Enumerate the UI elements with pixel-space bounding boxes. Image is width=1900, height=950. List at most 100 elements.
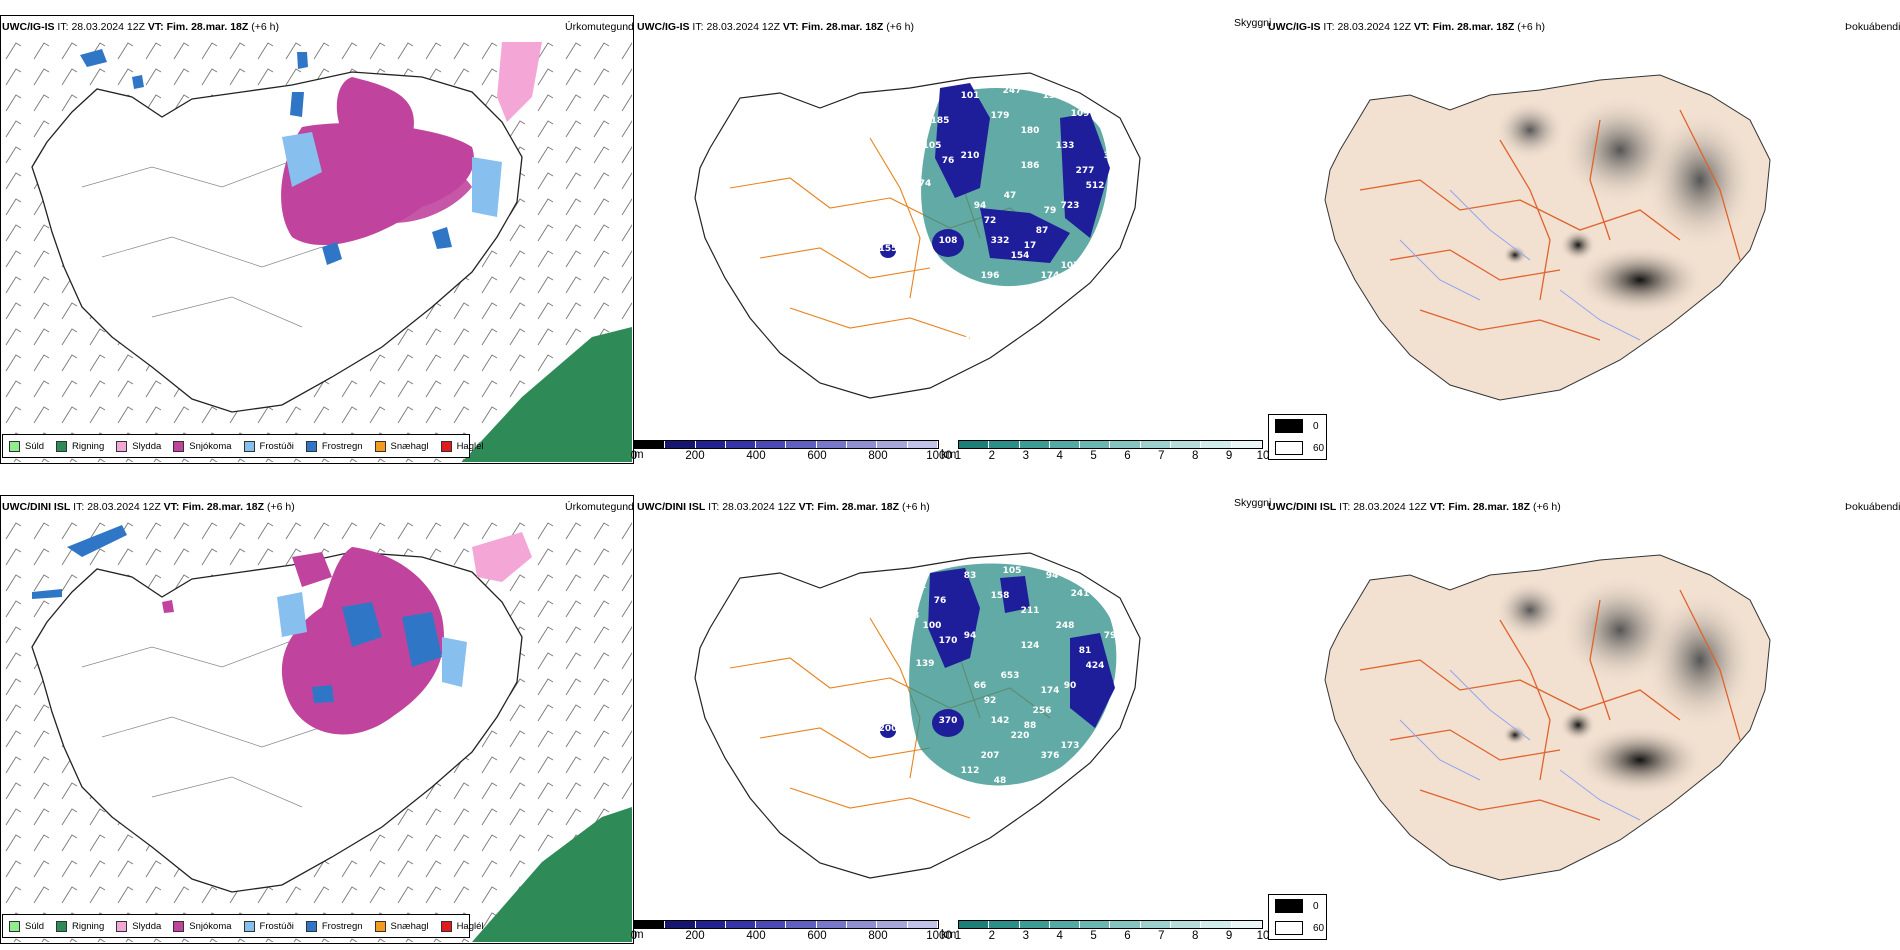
fog-scale-row: 0 (1269, 895, 1326, 917)
scale-segment (1110, 441, 1141, 448)
valid-time: Fim. 28.mar. 18Z (1448, 501, 1531, 513)
visibility-value-label: 105 (1003, 566, 1022, 576)
legend-item: Frostúði (243, 920, 294, 932)
legend-item: Rigning (56, 440, 104, 452)
visibility-value-label: 211 (1021, 606, 1040, 616)
cloud-title: Skyggni (1234, 497, 1272, 509)
scale-tick-label: 7 (1158, 450, 1165, 462)
scale-tick-label: 1000 (926, 930, 952, 942)
precip-legend: Súld Rigning Slydda Snjókoma Frostúði Fr… (2, 434, 484, 458)
legend-swatch (440, 440, 452, 452)
legend-item: Haglél (440, 920, 484, 932)
scale-segment (1201, 921, 1232, 928)
visibility-value-label: 154 (1011, 251, 1030, 261)
visibility-value-label: 107 (893, 641, 912, 651)
legend-item: Frostregn (305, 920, 363, 932)
visibility-value-label: 185 (931, 116, 950, 126)
precip-map-frame (0, 15, 634, 464)
visibility-value-label: 94 (974, 201, 987, 211)
scale-tick-label: 400 (746, 930, 766, 942)
lead-time: (+6 h) (901, 501, 930, 513)
scale-tick-label: 8 (1192, 930, 1199, 942)
fog-title: Þokuábendi (1845, 21, 1900, 33)
visibility-value-label: 424 (1086, 661, 1105, 671)
lead-time: (+6 h) (1532, 501, 1561, 513)
scale-segment (1049, 921, 1081, 928)
visibility-value-label: 13 (964, 331, 977, 341)
legend-item: Snæhagl (374, 440, 429, 452)
scale-tick-label: 800 (868, 450, 888, 462)
scale-tick-label: 0 (630, 930, 638, 942)
scale-segment (989, 921, 1020, 928)
cloud-title: Skyggni (1234, 17, 1272, 29)
visibility-value-label: 332 (991, 236, 1010, 246)
scale-tick-label: 800 (868, 930, 888, 942)
visibility-value-label: 79 (1104, 631, 1117, 641)
fog-scale: 0 60 (1268, 894, 1327, 940)
model-name: UWC/IG-IS (637, 21, 690, 33)
snow-area (162, 600, 174, 613)
visibility-value-label: 17 (1024, 241, 1037, 251)
legend-swatch (374, 920, 386, 932)
scale-segment (907, 441, 938, 448)
visibility-value-label: 81 (1079, 646, 1092, 656)
model-name: UWC/DINI ISL (1268, 501, 1337, 513)
visibility-value-label: 81 (914, 581, 927, 591)
visibility-value-label: 277 (1076, 166, 1095, 176)
legend-swatch (243, 440, 255, 452)
legend-item: Haglél (440, 440, 484, 452)
visibility-value-label: 376 (1041, 751, 1060, 761)
precip-header: UWC/IG-IS IT: 28.03.2024 12Z VT: Fim. 28… (2, 21, 279, 33)
scale-segment (959, 921, 990, 928)
scale-segment (989, 441, 1020, 448)
legend-swatch (374, 440, 386, 452)
scale-tick-label: 3 (1022, 930, 1029, 942)
visibility-value-label: 179 (991, 111, 1010, 121)
visibility-value-label: 109 (1071, 109, 1090, 119)
legend-swatch (173, 440, 185, 452)
visibility-value-label: 173 (1061, 741, 1080, 751)
scale-segment (1080, 441, 1111, 448)
fog-scale-row: 60 (1269, 437, 1326, 459)
scale-segment (635, 921, 666, 928)
visibility-value-label: 112 (961, 766, 980, 776)
scale-segment (907, 921, 938, 928)
fog-header: UWC/IG-IS IT: 28.03.2024 12Z VT: Fim. 28… (1268, 21, 1545, 33)
scale-segment (1171, 441, 1202, 448)
visibility-value-label: 196 (981, 271, 1000, 281)
model-name: UWC/IG-IS (1268, 21, 1321, 33)
legend-swatch (440, 920, 452, 932)
visibility-value-label: 79 (1044, 206, 1057, 216)
fog-swatch-white (1275, 921, 1303, 935)
visibility-value-label: 103 (961, 286, 980, 296)
scale-tick-label: 9 (1225, 450, 1233, 462)
scale-tick-label: 2 (988, 450, 996, 462)
visibility-value-label: 512 (1086, 181, 1105, 191)
model-name: UWC/IG-IS (2, 21, 55, 33)
lead-time: (+6 h) (886, 21, 914, 33)
scale-tick-label: 400 (746, 450, 766, 462)
visibility-value-label: 155 (879, 244, 898, 254)
visibility-value-label: 90 (1064, 681, 1077, 691)
valid-time: Fim. 28.mar. 18Z (182, 501, 265, 513)
sleet-area (472, 532, 532, 582)
init-time: 28.03.2024 12Z (722, 501, 796, 513)
precip-map (2, 37, 632, 462)
visibility-value-label: 370 (939, 716, 958, 726)
valid-time: Fim. 28.mar. 18Z (166, 21, 249, 33)
visibility-value-label: 108 (901, 131, 920, 141)
scale-tick-label: 7 (1158, 930, 1165, 942)
scale-tick-label: 6 (1124, 930, 1131, 942)
scale-tick-label: 2 (988, 930, 996, 942)
visibility-value-label: 210 (961, 151, 980, 161)
high-terrain-area (928, 568, 1115, 728)
visibility-value-label: 139 (916, 659, 935, 669)
precip-title: Úrkomutegund (565, 21, 634, 33)
legend-item: Frostúði (243, 440, 294, 452)
visibility-value-label: 174 (1041, 271, 1060, 281)
visibility-value-label: 207 (981, 751, 1000, 761)
fog-core (1560, 709, 1596, 741)
visibility-value-label: 180 (1021, 126, 1040, 136)
